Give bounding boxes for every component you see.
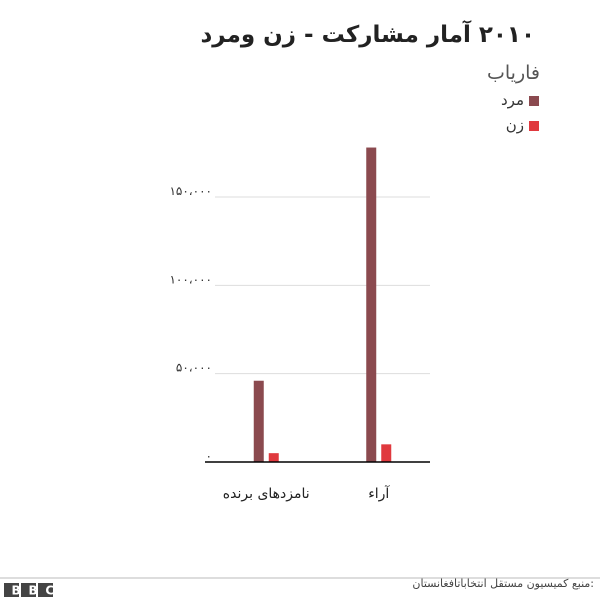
legend-label: زن [505, 116, 524, 134]
logo-box [21, 583, 36, 597]
source: :منبع کمیسیون مستقل انتخاباتافغانستان [412, 577, 594, 590]
bar [366, 147, 377, 463]
chart-title: ۲۰۱۰ آمار مشارکت - زن ومرد [200, 22, 535, 48]
legend-swatch [529, 96, 539, 106]
x-tick-label: نامزدهای برنده [223, 486, 310, 502]
y-tick-label: ۵۰،۰۰۰ [176, 361, 212, 375]
bar [381, 444, 392, 462]
y-tick-label: ۰ [206, 449, 212, 463]
logo-box [4, 583, 19, 597]
logo-box [38, 583, 53, 597]
logo: BBC [12, 584, 63, 598]
bar [253, 380, 264, 462]
x-tick-label: آراء [368, 485, 390, 502]
legend-label: مرد [501, 91, 524, 109]
legend-swatch [529, 121, 539, 131]
bar [268, 453, 279, 462]
y-tick-label: ۱۵۰،۰۰۰ [169, 184, 212, 198]
chart-subtitle: فاریاب [486, 62, 540, 84]
y-tick-label: ۱۰۰،۰۰۰ [169, 272, 212, 286]
